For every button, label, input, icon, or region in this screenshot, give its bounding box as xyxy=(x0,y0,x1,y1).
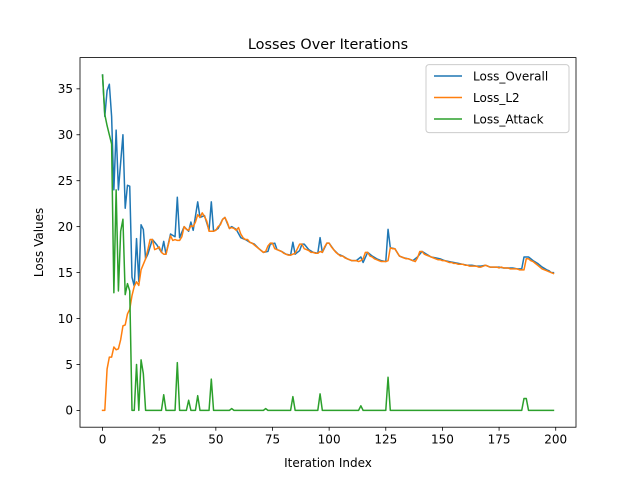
y-tick-label: 5 xyxy=(65,358,73,372)
y-tick-label: 20 xyxy=(58,220,73,234)
legend-items: Loss_Overall Loss_L2 Loss_Attack xyxy=(434,69,548,126)
legend-label-loss-attack: Loss_Attack xyxy=(473,112,544,126)
y-axis-label: Loss Values xyxy=(32,208,46,277)
x-tick-label: 150 xyxy=(431,433,454,447)
y-tick-label: 25 xyxy=(58,174,73,188)
x-tick-label: 125 xyxy=(374,433,397,447)
series-line-loss-attack xyxy=(101,74,555,412)
legend: Loss_Overall Loss_L2 Loss_Attack xyxy=(425,64,570,134)
y-tick-label: 10 xyxy=(58,312,73,326)
x-tick-label: 50 xyxy=(208,433,223,447)
series-layer xyxy=(101,74,555,412)
y-tick-label: 0 xyxy=(65,404,73,418)
x-tick-label: 100 xyxy=(318,433,341,447)
plot-frame xyxy=(79,57,577,428)
chart-title: Losses Over Iterations xyxy=(248,37,408,53)
y-tick-label: 15 xyxy=(58,266,73,280)
x-tick-label: 75 xyxy=(265,433,280,447)
y-tick-label: 30 xyxy=(58,128,73,142)
x-axis-label: Iteration Index xyxy=(284,456,372,470)
x-tick-label: 0 xyxy=(99,433,107,447)
legend-box xyxy=(425,64,570,134)
ticks-layer: 0 25 50 75 100 125 150 175 200 0 5 10 15 20 25 30 35 xyxy=(58,82,567,447)
x-tick-label: 25 xyxy=(152,433,167,447)
series-line-loss-overall xyxy=(101,74,555,288)
x-tick-label: 200 xyxy=(544,433,567,447)
y-tick-label: 35 xyxy=(58,82,73,96)
x-tick-label: 175 xyxy=(488,433,511,447)
legend-label-loss-l2: Loss_L2 xyxy=(473,91,520,105)
series-line-loss-l2 xyxy=(101,212,555,412)
legend-label-loss-overall: Loss_Overall xyxy=(473,69,548,83)
